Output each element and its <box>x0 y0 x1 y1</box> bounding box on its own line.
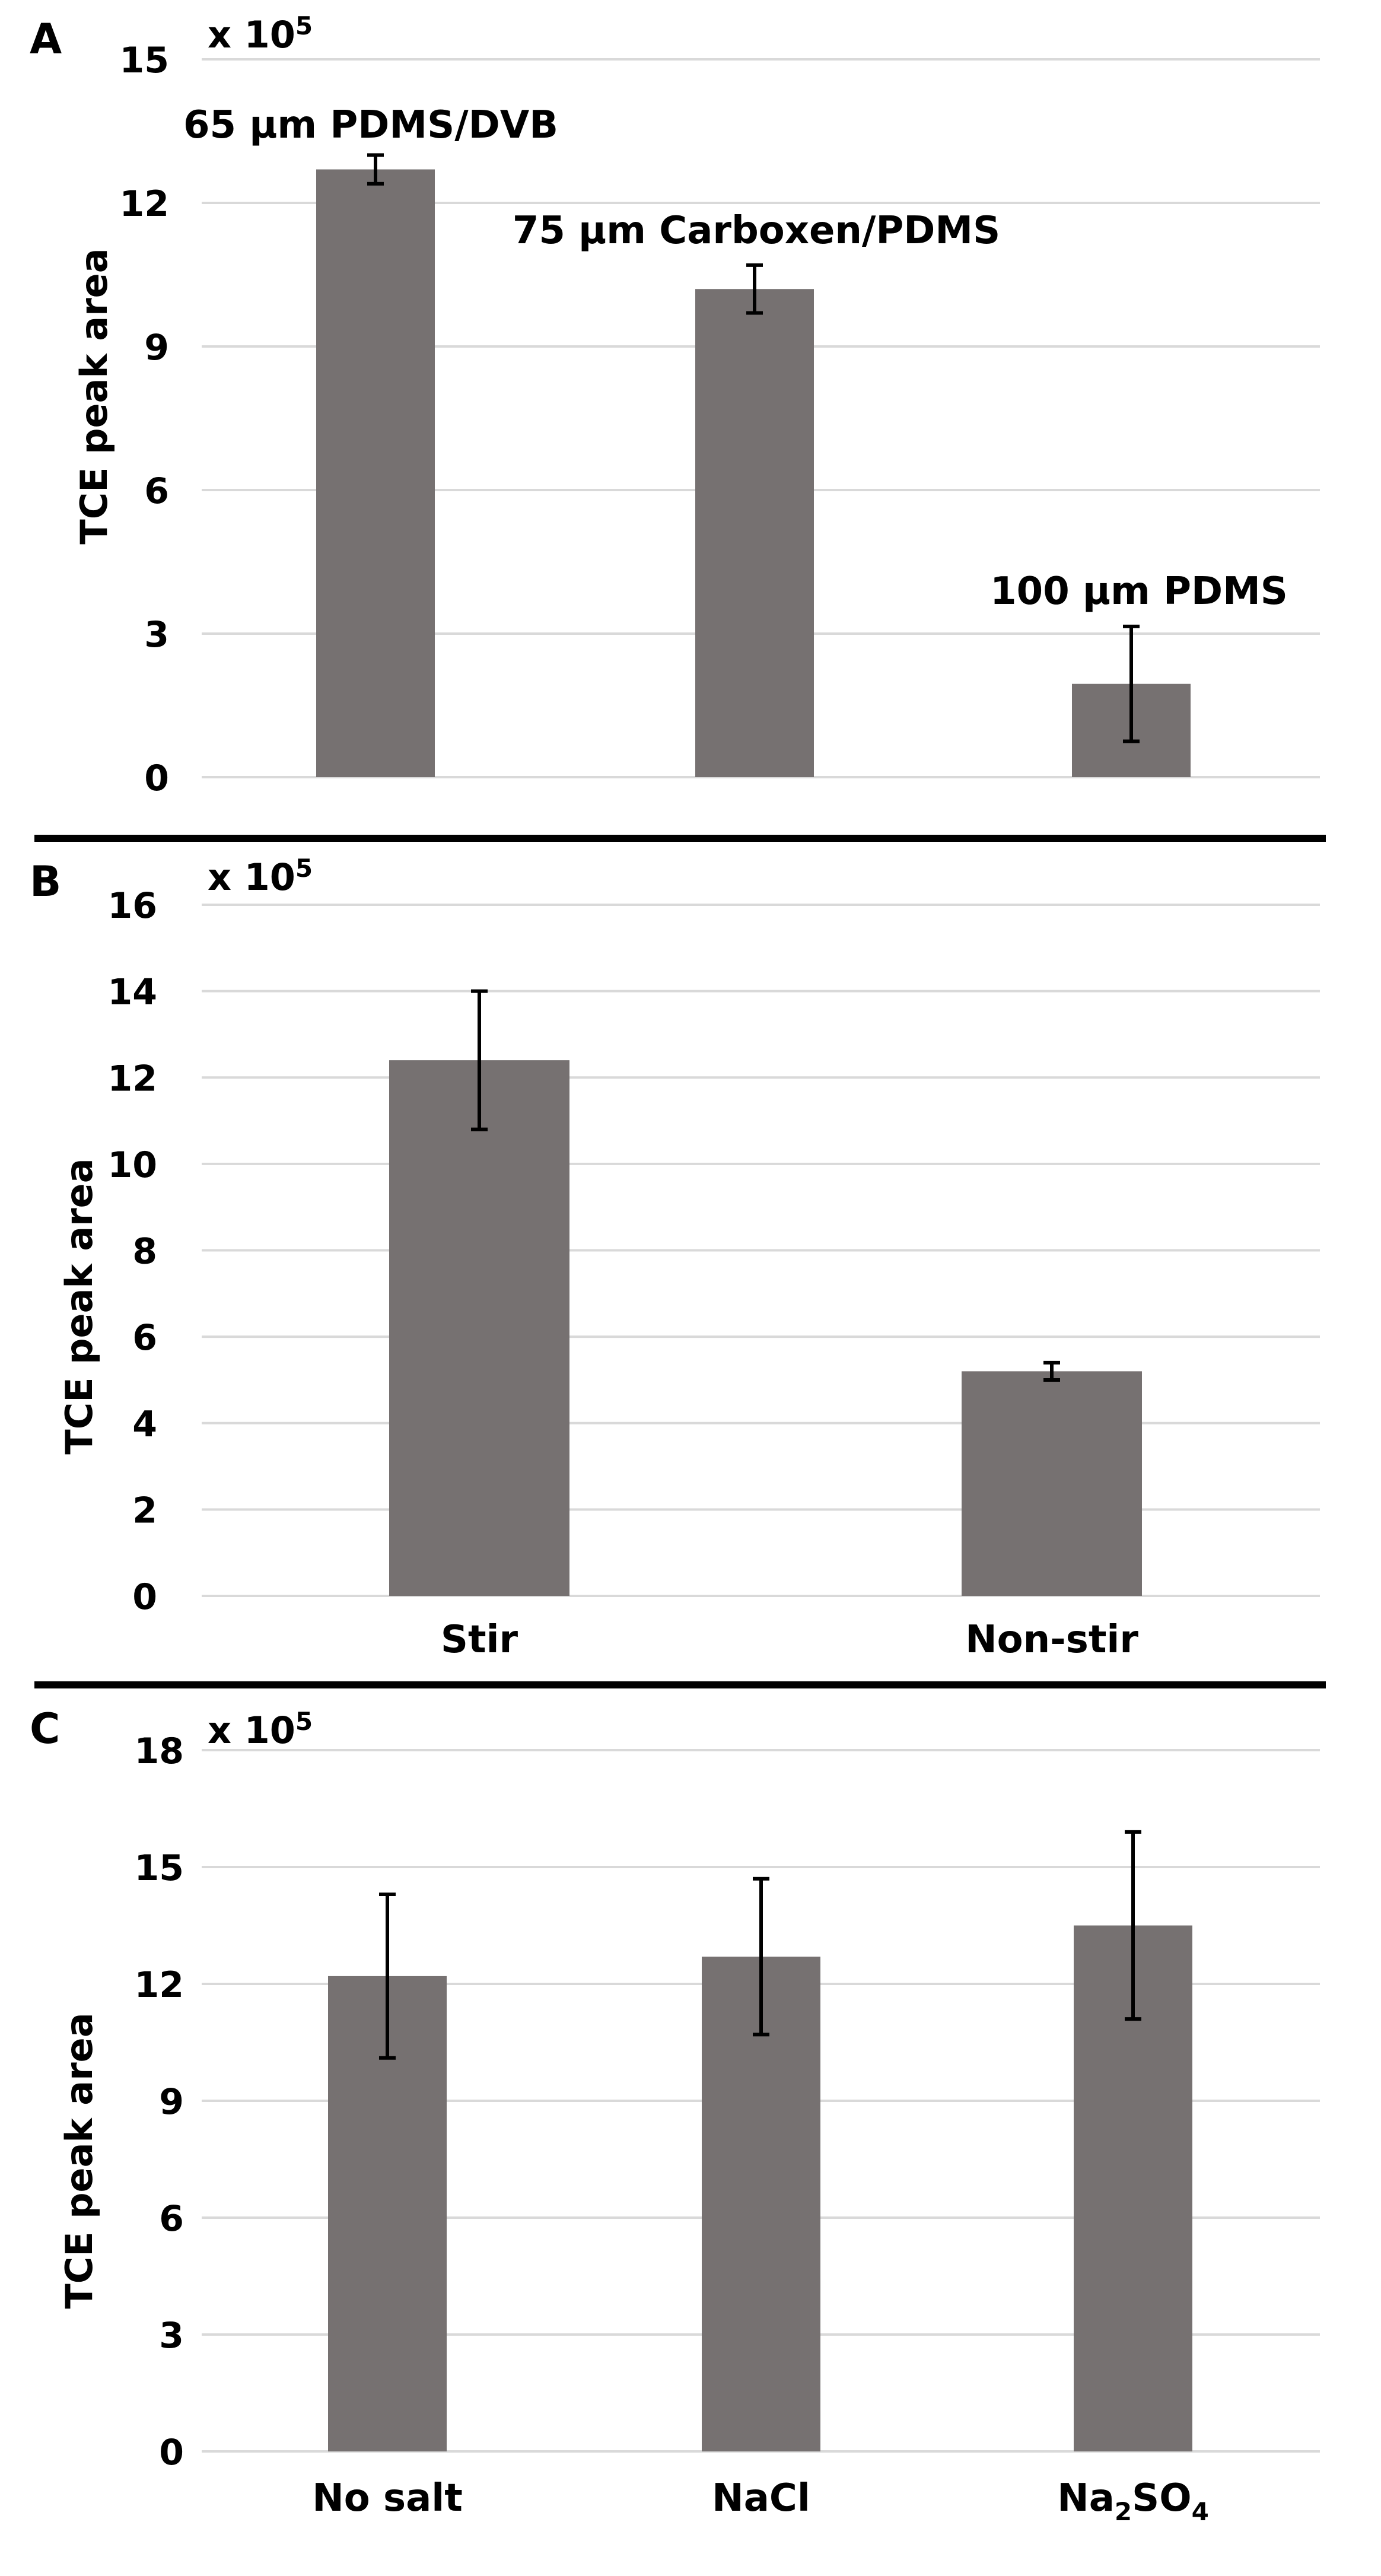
category-label-stir: Stir <box>441 1618 518 1662</box>
y-tick-label: 16 <box>108 885 158 927</box>
panel-letter-b: B <box>30 857 61 906</box>
y-tick-label: 9 <box>144 327 169 368</box>
y-tick-label: 0 <box>132 1576 157 1618</box>
y-tick-labels-b: 0 2 4 6 8 10 12 14 16 <box>108 885 158 1618</box>
bar-non-stir <box>962 1371 1142 1596</box>
bar-75-um-carboxen-pdms <box>695 289 814 777</box>
scale-label-a: x 105 <box>208 11 313 56</box>
panel-letter-c: C <box>30 1704 60 1753</box>
category-label-non-stir: Non-stir <box>965 1618 1138 1662</box>
y-tick-label: 14 <box>108 972 158 1013</box>
category-label-na2so4: Na2SO4 <box>1057 2476 1209 2526</box>
y-tick-label: 9 <box>159 2081 184 2123</box>
error-bar-no-salt <box>379 1892 396 2060</box>
error-bar-75-um-carboxen-pdms <box>746 263 763 315</box>
error-bar-non-stir <box>1043 1360 1060 1382</box>
scale-label-c: x 105 <box>208 1707 313 1752</box>
error-bars-b <box>471 989 1060 1382</box>
category-labels-a: 65 µm PDMS/DVB 75 µm Carboxen/PDMS 100 µm … <box>183 103 1288 613</box>
bars-a <box>316 169 1191 777</box>
bars-b <box>389 1060 1142 1596</box>
bar-65-um-pdms-dvb <box>316 169 435 777</box>
y-tick-label: 2 <box>132 1490 157 1531</box>
y-tick-label: 4 <box>132 1404 157 1445</box>
panel-a: A x 105 TCE peak area 0 3 6 9 12 15 65 µm PDM… <box>30 11 1320 799</box>
error-bar-na2so4 <box>1125 1830 1141 2021</box>
category-label-65-um-pdms-dvb: 65 µm PDMS/DVB <box>183 103 558 147</box>
panel-b: B x 105 TCE peak area 0 2 4 6 8 10 12 14 16 Stir… <box>30 854 1320 1662</box>
error-bar-65-um-pdms-dvb <box>367 153 384 186</box>
y-tick-label: 12 <box>120 183 170 225</box>
y-axis-title-a: TCE peak area <box>72 248 116 544</box>
category-label-no-salt: No salt <box>312 2476 463 2520</box>
y-tick-label: 6 <box>159 2198 184 2240</box>
category-label-75-um-carboxen-pdms: 75 µm Carboxen/PDMS <box>513 209 1000 253</box>
y-tick-label: 0 <box>144 758 169 799</box>
y-tick-label: 15 <box>120 40 170 81</box>
category-labels-c: No salt NaCl Na2SO4 <box>312 2476 1209 2526</box>
panel-letter-a: A <box>30 15 62 63</box>
y-tick-label: 12 <box>135 1964 184 2006</box>
category-label-nacl: NaCl <box>712 2476 810 2520</box>
y-tick-label: 10 <box>108 1144 158 1186</box>
y-tick-label: 6 <box>144 470 169 512</box>
y-tick-label: 3 <box>159 2315 184 2356</box>
error-bar-nacl <box>753 1877 769 2037</box>
scale-label-b: x 105 <box>208 854 313 899</box>
panel-c: C x 105 TCE peak area 0 3 6 9 12 15 18 No salt… <box>30 1704 1320 2526</box>
y-axis-title-b: TCE peak area <box>58 1158 101 1454</box>
bar-nacl <box>702 1957 820 2451</box>
y-tick-label: 0 <box>159 2432 184 2473</box>
y-tick-label: 15 <box>135 1847 184 1889</box>
error-bars-a <box>367 153 1140 743</box>
y-axis-title-c: TCE peak area <box>58 2012 101 2308</box>
y-tick-label: 8 <box>132 1231 157 1273</box>
error-bars-c <box>379 1830 1141 2060</box>
y-tick-label: 12 <box>108 1058 158 1099</box>
error-bar-100-um-pdms <box>1123 624 1140 743</box>
category-label-100-um-pdms: 100 µm PDMS <box>990 570 1288 613</box>
y-tick-labels-c: 0 3 6 9 12 15 18 <box>135 1731 184 2473</box>
y-tick-label: 6 <box>132 1317 157 1359</box>
y-tick-label: 3 <box>144 614 169 656</box>
bar-stir <box>389 1060 569 1596</box>
y-tick-label: 18 <box>135 1731 184 1772</box>
category-labels-b: Stir Non-stir <box>441 1618 1138 1662</box>
y-tick-labels-a: 0 3 6 9 12 15 <box>120 40 170 799</box>
error-bar-stir <box>471 989 488 1131</box>
